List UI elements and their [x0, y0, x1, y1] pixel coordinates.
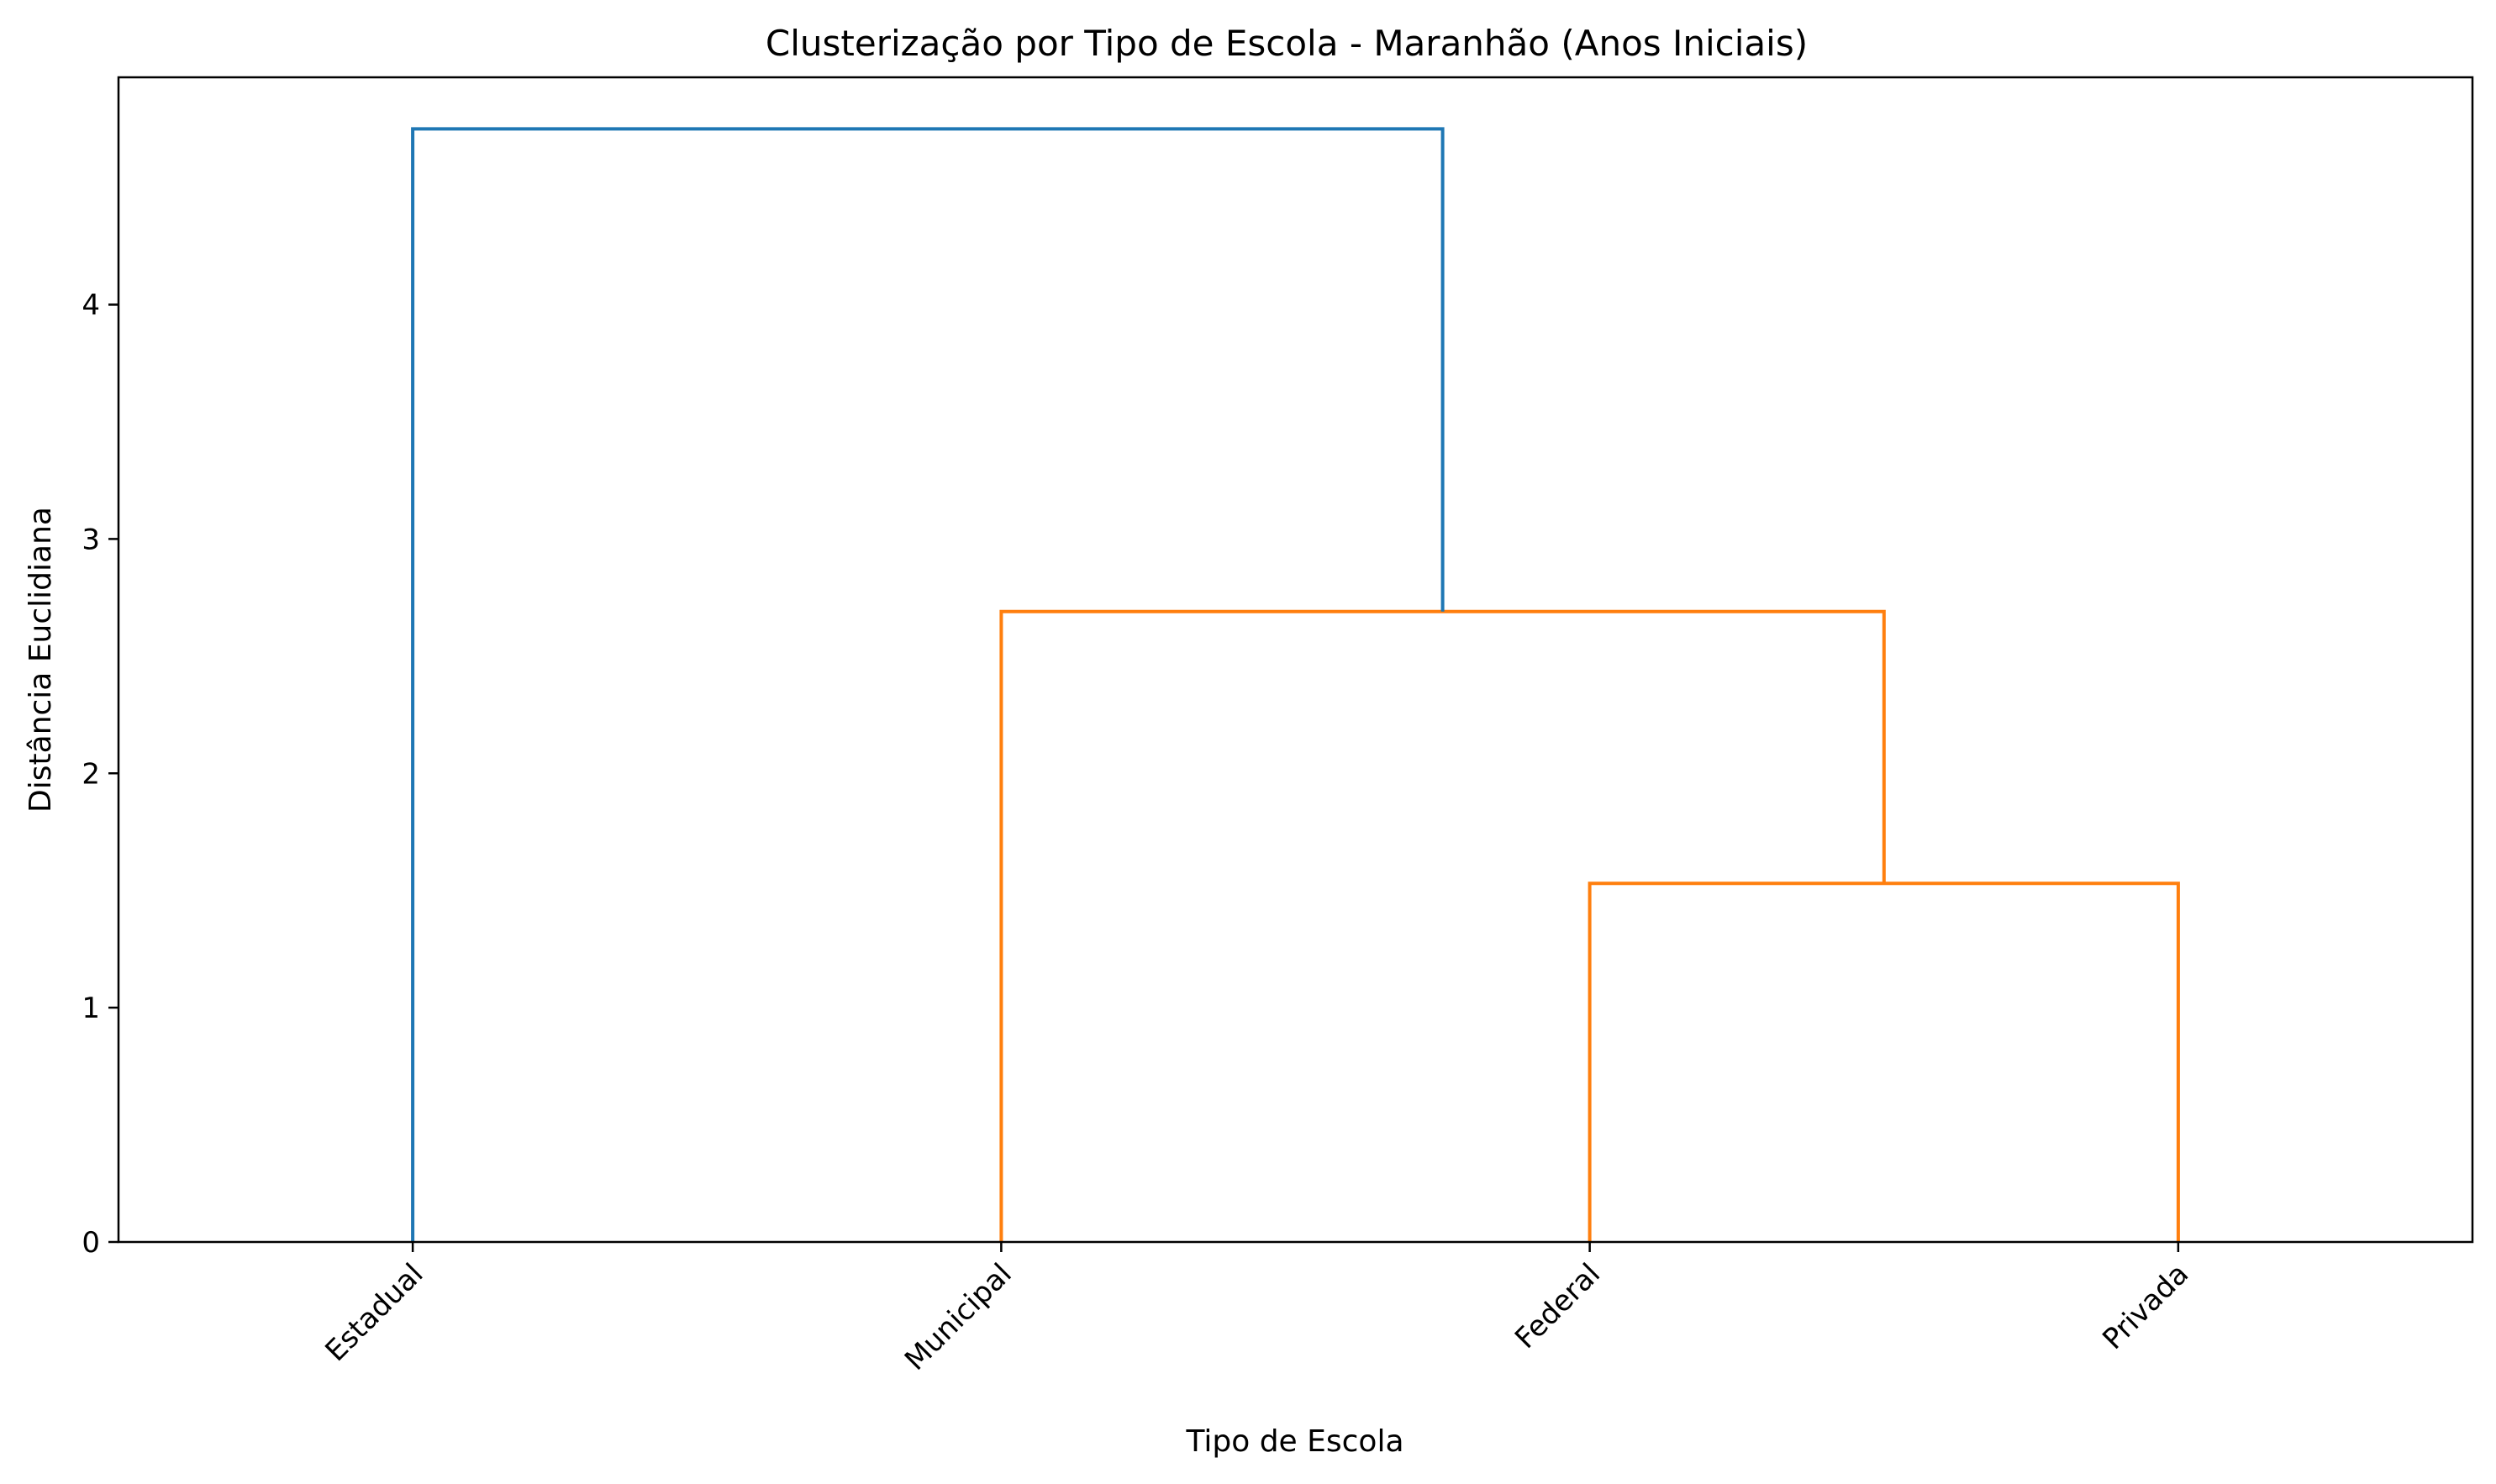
dendrogram-links [411, 127, 2180, 1242]
x-tick-label-municipal: Municipal [898, 1257, 1019, 1377]
x-tick-label-privada: Privada [2096, 1257, 2195, 1356]
x-tick-label-federal: Federal [1509, 1257, 1607, 1355]
x-axis-ticks: Estadual Municipal Federal Privada [319, 1242, 2195, 1377]
y-tick-label: 4 [82, 289, 100, 323]
y-tick-label: 1 [82, 992, 100, 1025]
y-axis-ticks: 0 1 2 3 4 [82, 289, 118, 1260]
y-tick-label: 0 [82, 1226, 100, 1260]
dendrogram-link-3 [411, 127, 1445, 1242]
chart-title: Clusterização por Tipo de Escola - Maran… [766, 23, 1808, 64]
x-tick-label-estadual: Estadual [319, 1257, 429, 1368]
plot-frame [117, 76, 2474, 1244]
y-tick-label: 3 [82, 523, 100, 556]
y-axis-label: Distância Euclidiana [24, 507, 58, 813]
dendrogram-link-2 [999, 609, 1886, 1242]
dendrogram-link-1 [1588, 881, 2180, 1242]
y-tick-label: 2 [82, 757, 100, 791]
x-axis-label: Tipo de Escola [1185, 1424, 1403, 1459]
